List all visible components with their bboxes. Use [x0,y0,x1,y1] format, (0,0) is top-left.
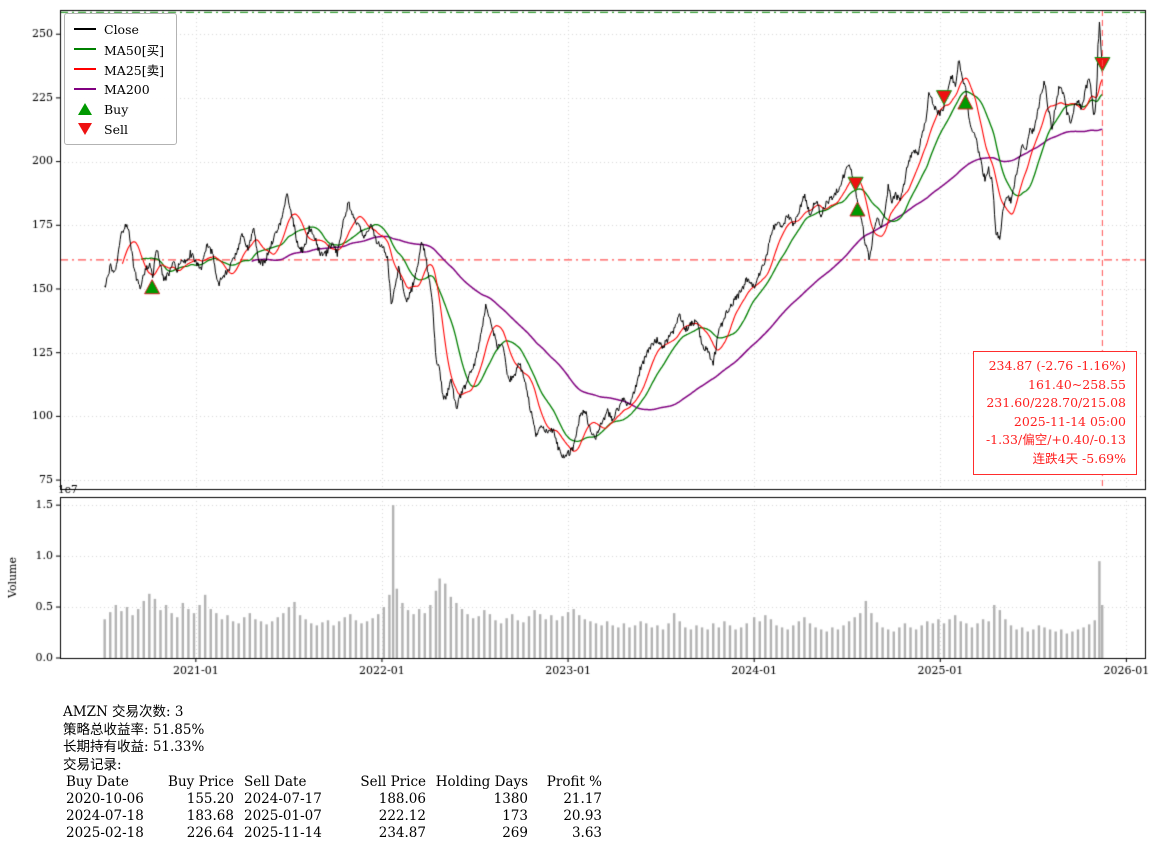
legend-label: MA25[卖] [104,62,164,78]
col-buy-price: Buy Price [168,774,234,790]
legend-label: Sell [104,121,128,137]
legend-item-sell: Sell [74,121,164,137]
col-profit: Profit % [546,774,602,790]
col-buy-date: Buy Date [66,774,129,790]
legend-label: MA200 [104,81,150,97]
buy-marker-icon [78,103,92,115]
annotation-line: 231.60/228.70/215.08 [986,395,1126,410]
legend-item-buy: Buy [74,101,164,117]
cell-sell-price: 222.12 [378,808,426,824]
summary-trades-count: AMZN 交易次数: 3 [63,704,184,720]
trade-row: 2024-07-18 183.68 2025-01-07 222.12 173 … [66,808,602,825]
legend-line-swatch [74,28,96,30]
cell-profit: 20.93 [563,808,602,824]
cell-buy-price: 155.20 [186,791,234,807]
cell-sell-date: 2024-07-17 [244,791,322,807]
strategy-summary: AMZN 交易次数: 3 策略总收益率: 51.85% 长期持有收益: 51.3… [63,704,1154,774]
cell-sell-price: 188.06 [378,791,426,807]
summary-holding-return: 长期持有收益: 51.33% [63,739,205,755]
cell-buy-date: 2025-02-18 [66,825,144,841]
price-volume-chart [0,0,1154,692]
trades-table: Buy Date Buy Price Sell Date Sell Price … [66,774,602,842]
trade-row: 2025-02-18 226.64 2025-11-14 234.87 269 … [66,825,602,842]
trade-row: 2020-10-06 155.20 2024-07-17 188.06 1380… [66,791,602,808]
legend-item-ma25: MA25[卖] [74,61,164,78]
legend-item-ma50: MA50[买] [74,41,164,58]
cell-buy-date: 2020-10-06 [66,791,144,807]
chart-area: Close MA50[买] MA25[卖] MA200 Buy Sell 234.87 (… [0,0,1154,692]
legend-label: Close [104,21,139,37]
trades-header-row: Buy Date Buy Price Sell Date Sell Price … [66,774,602,791]
summary-strategy-return: 策略总收益率: 51.85% [63,721,205,738]
legend-line-swatch [74,88,96,90]
annotation-line: 234.87 (-2.76 -1.16%) [988,358,1126,373]
legend-item-close: Close [74,21,164,37]
cell-sell-date: 2025-01-07 [244,808,322,824]
annotation-line: 161.40~258.55 [1028,376,1126,392]
cell-holding-days: 269 [502,825,528,841]
annotation-line: 连跌4天 -5.69% [1032,450,1126,466]
col-sell-date: Sell Date [244,774,307,790]
legend-item-ma200: MA200 [74,81,164,97]
legend-label: MA50[买] [104,42,164,58]
cell-sell-price: 234.87 [378,825,426,841]
annotation-line: 2025-11-14 05:00 [1013,413,1126,429]
col-holding-days: Holding Days [435,774,528,790]
cell-holding-days: 173 [502,808,528,824]
cell-holding-days: 1380 [493,791,528,807]
summary-records-label: 交易记录: [63,756,122,773]
col-sell-price: Sell Price [360,774,426,790]
legend-label: Buy [104,101,129,117]
cell-buy-price: 226.64 [186,825,234,841]
cell-buy-price: 183.68 [186,808,234,824]
annotation-line: -1.33/偏空/+0.40/-0.13 [985,432,1126,447]
cell-buy-date: 2024-07-18 [66,808,144,824]
cell-profit: 3.63 [571,825,602,841]
sell-marker-icon [78,123,92,135]
quote-annotation: 234.87 (-2.76 -1.16%) 161.40~258.55 231.… [972,351,1137,475]
cell-sell-date: 2025-11-14 [244,825,322,841]
cell-profit: 21.17 [563,791,602,807]
legend-line-swatch [74,48,96,50]
legend-line-swatch [74,68,96,70]
chart-legend: Close MA50[买] MA25[卖] MA200 Buy Sell [64,13,177,145]
